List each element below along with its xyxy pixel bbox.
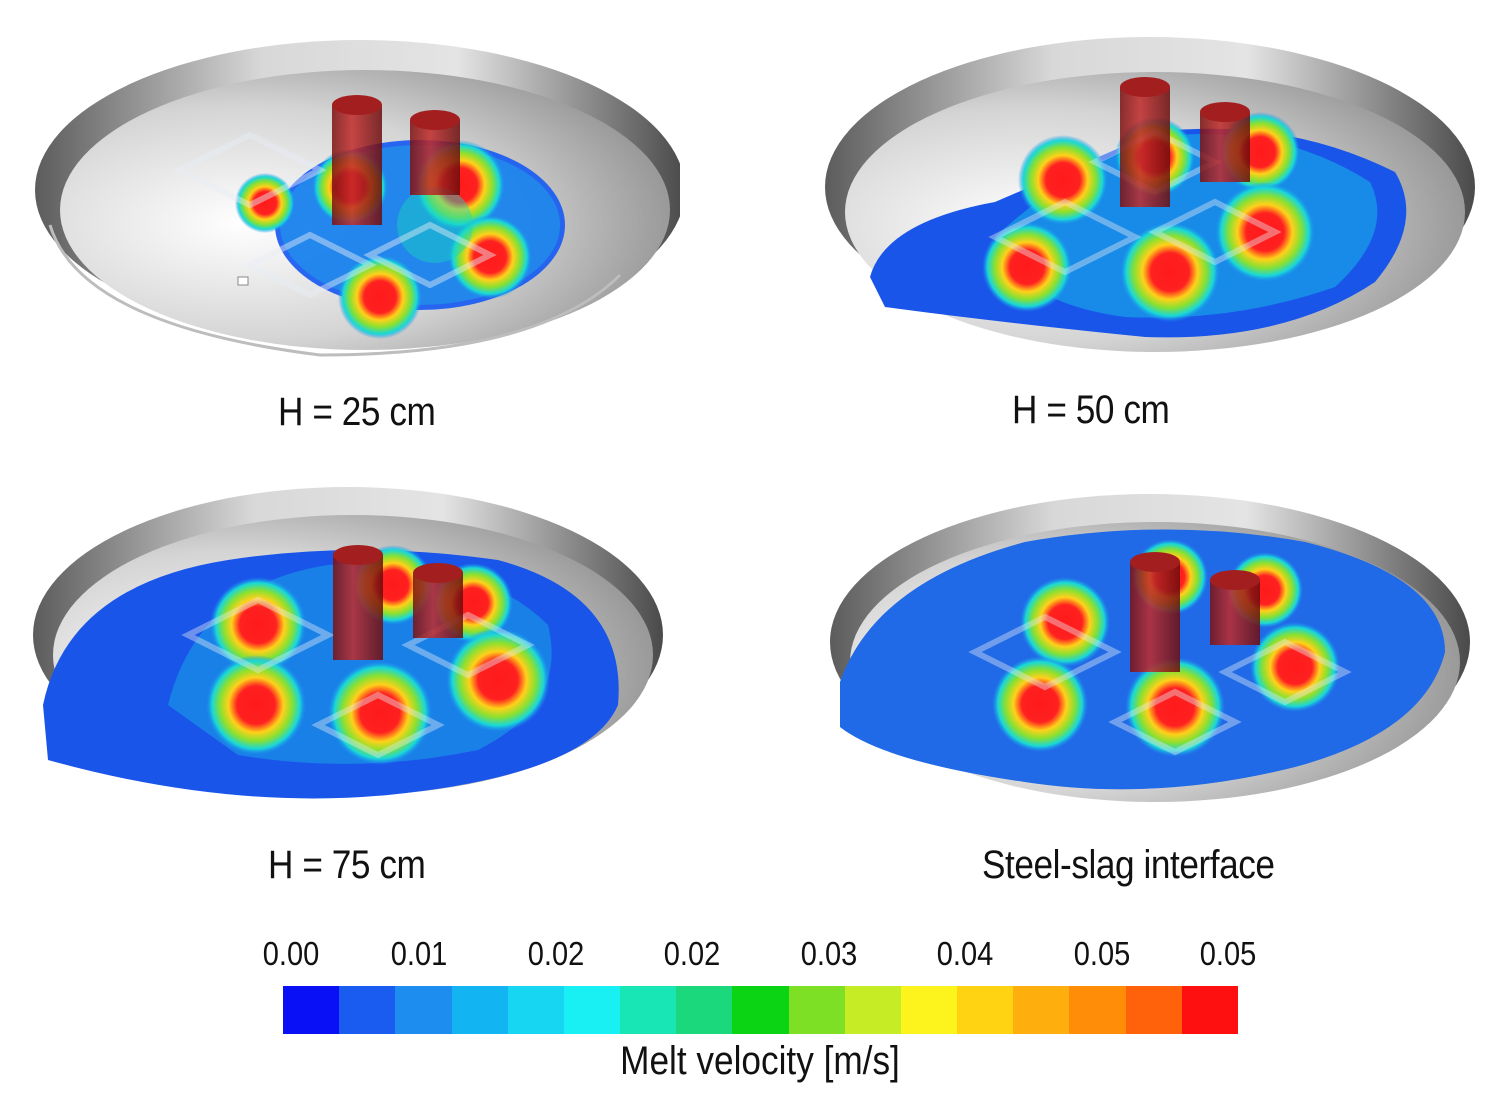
legend-tick-label: 0.00 (262, 935, 320, 972)
legend-tick-label: 0.05 (1073, 935, 1130, 972)
colorbar-swatch (732, 986, 789, 1034)
panel-steel-slag (825, 482, 1475, 827)
panel-h25 (20, 25, 680, 370)
caption-h25: H = 25 cm (278, 390, 436, 434)
legend-tick-label: 0.04 (936, 935, 994, 972)
legend-title: Melt velocity [m/s] (620, 1039, 900, 1083)
caption-h50: H = 50 cm (1012, 388, 1170, 432)
colorbar-swatch (957, 986, 1014, 1034)
colorbar-swatch (1069, 986, 1126, 1034)
colorbar-swatch (1013, 986, 1070, 1034)
legend-tick-label: 0.02 (664, 935, 721, 972)
colorbar-swatch (676, 986, 733, 1034)
colorbar-swatch (620, 986, 677, 1034)
legend-tick-label: 0.03 (800, 935, 857, 972)
panel-h75 (28, 475, 668, 820)
colorbar-swatch (395, 986, 452, 1034)
ladle-render-steel-slag (830, 494, 1470, 802)
caption-steel-slag: Steel-slag interface (982, 843, 1275, 887)
panel-h50 (815, 22, 1485, 367)
colorbar-swatch (1181, 986, 1238, 1034)
colorbar-swatch (900, 986, 958, 1034)
caption-h75: H = 75 cm (268, 843, 426, 887)
legend-tick-label: 0.05 (1199, 935, 1257, 972)
legend-tick-label: 0.01 (391, 935, 448, 972)
velocity-legend: 0.00 0.01 0.02 0.02 0.03 0.04 0.05 0.05 Melt ve… (250, 935, 1290, 1095)
colorbar-swatch (339, 986, 396, 1034)
colorbar-swatch (788, 986, 845, 1034)
colorbar (283, 986, 1238, 1034)
ladle-render-h75 (33, 487, 663, 799)
ladle-render-h50 (825, 37, 1475, 352)
colorbar-swatch (844, 986, 901, 1034)
ladle-render-h25 (35, 40, 680, 357)
colorbar-swatch (1125, 986, 1182, 1034)
colorbar-swatch (563, 986, 621, 1034)
colorbar-swatch (507, 986, 564, 1034)
colorbar-swatch (451, 986, 508, 1034)
colorbar-swatch (283, 986, 340, 1034)
legend-tick-label: 0.02 (527, 935, 585, 972)
